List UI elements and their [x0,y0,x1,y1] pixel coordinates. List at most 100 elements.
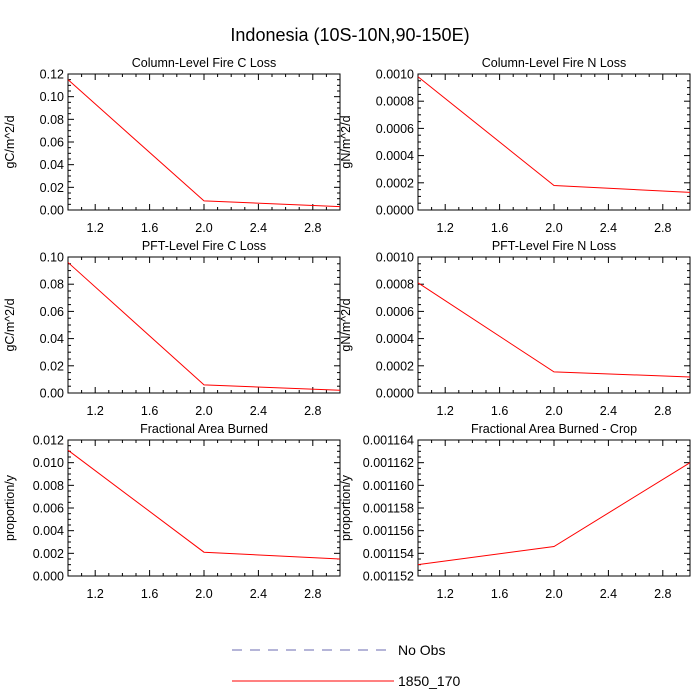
panel-title: Column-Level Fire N Loss [482,56,627,70]
legend: No Obs 1850_170 [232,642,461,689]
y-tick-label: 0.001156 [363,524,414,538]
panel-4: PFT-Level Fire N Loss 1.2 1.6 2.0 2.4 2.8 0.00… [339,239,691,418]
x-tick-label: 1.2 [437,221,454,235]
x-tick-label: 2.8 [304,221,321,235]
x-tick-label: 2.4 [600,404,617,418]
main-title: Indonesia (10S-10N,90-150E) [230,25,469,45]
series-line [417,76,691,193]
x-tick-label: 2.4 [250,587,267,601]
y-tick-label: 0.0008 [376,278,414,292]
x-tick-label: 2.0 [195,404,212,418]
y-axis-label: gN/m^2/d [339,115,353,168]
series-line [417,282,691,378]
x-tick-label: 2.8 [654,221,671,235]
x-tick-label: 2.0 [545,404,562,418]
x-tick-label: 1.2 [87,404,104,418]
y-tick-label: 0.002 [33,547,64,561]
y-tick-label: 0.0010 [376,68,414,82]
x-tick-label: 2.8 [654,587,671,601]
y-tick-label: 0.000 [33,570,64,584]
y-tick-label: 0.0004 [376,332,414,346]
y-tick-label: 0.0000 [376,387,414,401]
y-tick-label: 0.02 [40,359,64,373]
panel-title: Fractional Area Burned [140,422,268,436]
x-tick-label: 2.4 [250,221,267,235]
y-tick-label: 0.0006 [376,122,414,136]
y-tick-label: 0.008 [33,479,64,493]
y-tick-label: 0.06 [40,305,64,319]
y-tick-label: 0.001158 [363,502,414,516]
y-tick-label: 0.10 [40,90,64,104]
panel-6: Fractional Area Burned - Crop 1.2 1.6 2.0 2.… [339,422,691,601]
x-tick-label: 2.0 [195,587,212,601]
x-tick-label: 1.6 [491,587,508,601]
panel-5: Fractional Area Burned 1.2 1.6 2.0 2.4 2.8 0.0… [3,422,341,601]
y-axis-label: proportion/y [3,474,17,541]
x-tick-label: 2.8 [654,404,671,418]
x-tick-label: 1.2 [87,221,104,235]
y-tick-label: 0.00 [40,204,64,218]
y-tick-label: 0.0006 [376,305,414,319]
y-tick-label: 0.02 [40,181,64,195]
y-axis-label: gC/m^2/d [3,115,17,168]
series-line [67,262,341,391]
y-axis-label: gC/m^2/d [3,298,17,351]
x-tick-label: 1.2 [437,587,454,601]
y-tick-label: 0.08 [40,278,64,292]
series-line [67,449,341,560]
panels: Column-Level Fire C Loss 1.2 1.6 2.0 2.4 2.8 0… [3,56,691,601]
y-tick-label: 0.001164 [363,434,414,448]
x-tick-label: 2.4 [600,221,617,235]
x-tick-label: 2.0 [545,587,562,601]
y-tick-label: 0.004 [33,524,64,538]
plot-frame [417,439,691,577]
x-tick-label: 2.8 [304,404,321,418]
y-axis-label: proportion/y [339,474,353,541]
x-tick-label: 1.2 [437,404,454,418]
y-axis-label: gN/m^2/d [339,298,353,351]
y-tick-label: 0.06 [40,136,64,150]
y-tick-label: 0.0002 [376,176,414,190]
y-tick-label: 0.006 [33,502,64,516]
y-tick-label: 0.012 [33,434,64,448]
x-tick-label: 1.6 [141,587,158,601]
y-tick-label: 0.12 [40,68,64,82]
y-tick-label: 0.0002 [376,359,414,373]
x-tick-label: 2.4 [250,404,267,418]
legend-label-no-obs: No Obs [398,642,445,658]
plot-frame [67,439,341,577]
y-tick-label: 0.001154 [363,547,414,561]
x-tick-label: 2.8 [304,587,321,601]
x-tick-label: 1.2 [87,587,104,601]
y-tick-label: 0.0004 [376,149,414,163]
x-tick-label: 2.4 [600,587,617,601]
y-tick-label: 0.0010 [376,251,414,265]
y-tick-label: 0.010 [33,456,64,470]
panel-title: PFT-Level Fire C Loss [142,239,266,253]
x-tick-label: 1.6 [141,404,158,418]
y-tick-label: 0.00 [40,387,64,401]
panel-3: PFT-Level Fire C Loss 1.2 1.6 2.0 2.4 2.8 0.00… [3,239,341,418]
panel-title: Fractional Area Burned - Crop [471,422,637,436]
plot-frame [67,73,341,211]
panel-title: PFT-Level Fire N Loss [492,239,616,253]
y-tick-label: 0.04 [40,158,64,172]
x-tick-label: 2.0 [545,221,562,235]
legend-label-1850-170: 1850_170 [398,673,461,689]
x-tick-label: 1.6 [141,221,158,235]
series-line [417,462,691,566]
y-tick-label: 0.0008 [376,95,414,109]
y-tick-label: 0.04 [40,332,64,346]
plot-frame [417,256,691,394]
x-tick-label: 1.6 [491,404,508,418]
plot-frame [417,73,691,211]
series-line [67,79,341,208]
y-tick-label: 0.001160 [363,479,414,493]
x-tick-label: 1.6 [491,221,508,235]
y-tick-label: 0.08 [40,113,64,127]
panel-2: Column-Level Fire N Loss 1.2 1.6 2.0 2.4 2.8 0… [339,56,691,235]
plot-frame [67,256,341,394]
y-tick-label: 0.001152 [363,570,414,584]
y-tick-label: 0.0000 [376,204,414,218]
